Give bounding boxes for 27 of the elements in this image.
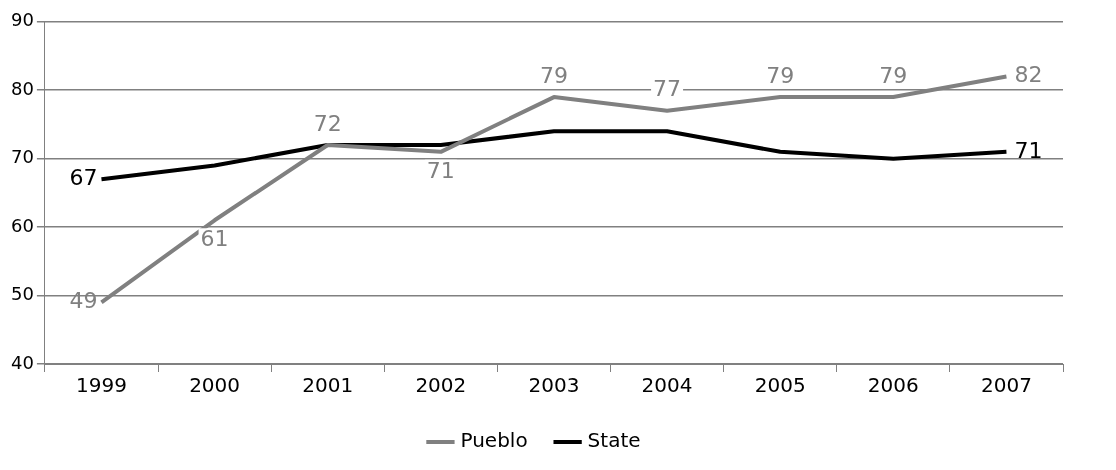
y-tick-label: 60 bbox=[11, 214, 34, 236]
x-tick-label: 2000 bbox=[189, 373, 241, 398]
data-label: 79 bbox=[766, 62, 795, 88]
data-label: 67 bbox=[69, 164, 98, 190]
data-label: 79 bbox=[539, 62, 568, 88]
legend-label: State bbox=[587, 428, 641, 453]
data-label: 82 bbox=[1014, 62, 1043, 88]
x-tick-label: 2007 bbox=[980, 373, 1032, 398]
data-label: 71 bbox=[426, 157, 455, 183]
y-tick-label: 90 bbox=[11, 9, 34, 31]
x-tick-label: 2001 bbox=[302, 373, 354, 398]
data-label: 72 bbox=[313, 110, 342, 136]
legend-label: Pueblo bbox=[460, 428, 528, 453]
data-label: 61 bbox=[200, 225, 229, 251]
data-label: 79 bbox=[879, 62, 908, 88]
x-tick-label: 1999 bbox=[76, 373, 127, 398]
x-tick-label: 2002 bbox=[415, 373, 467, 398]
x-tick-label: 2003 bbox=[528, 373, 580, 398]
x-tick-label: 2006 bbox=[867, 373, 919, 398]
y-tick-label: 70 bbox=[11, 146, 34, 168]
x-tick-label: 2005 bbox=[754, 373, 806, 398]
y-tick-label: 40 bbox=[11, 351, 34, 373]
data-label: 77 bbox=[653, 76, 682, 102]
x-tick-label: 2004 bbox=[641, 373, 693, 398]
y-tick-label: 50 bbox=[11, 283, 34, 305]
data-label: 71 bbox=[1014, 137, 1043, 163]
y-tick-label: 80 bbox=[11, 77, 34, 99]
